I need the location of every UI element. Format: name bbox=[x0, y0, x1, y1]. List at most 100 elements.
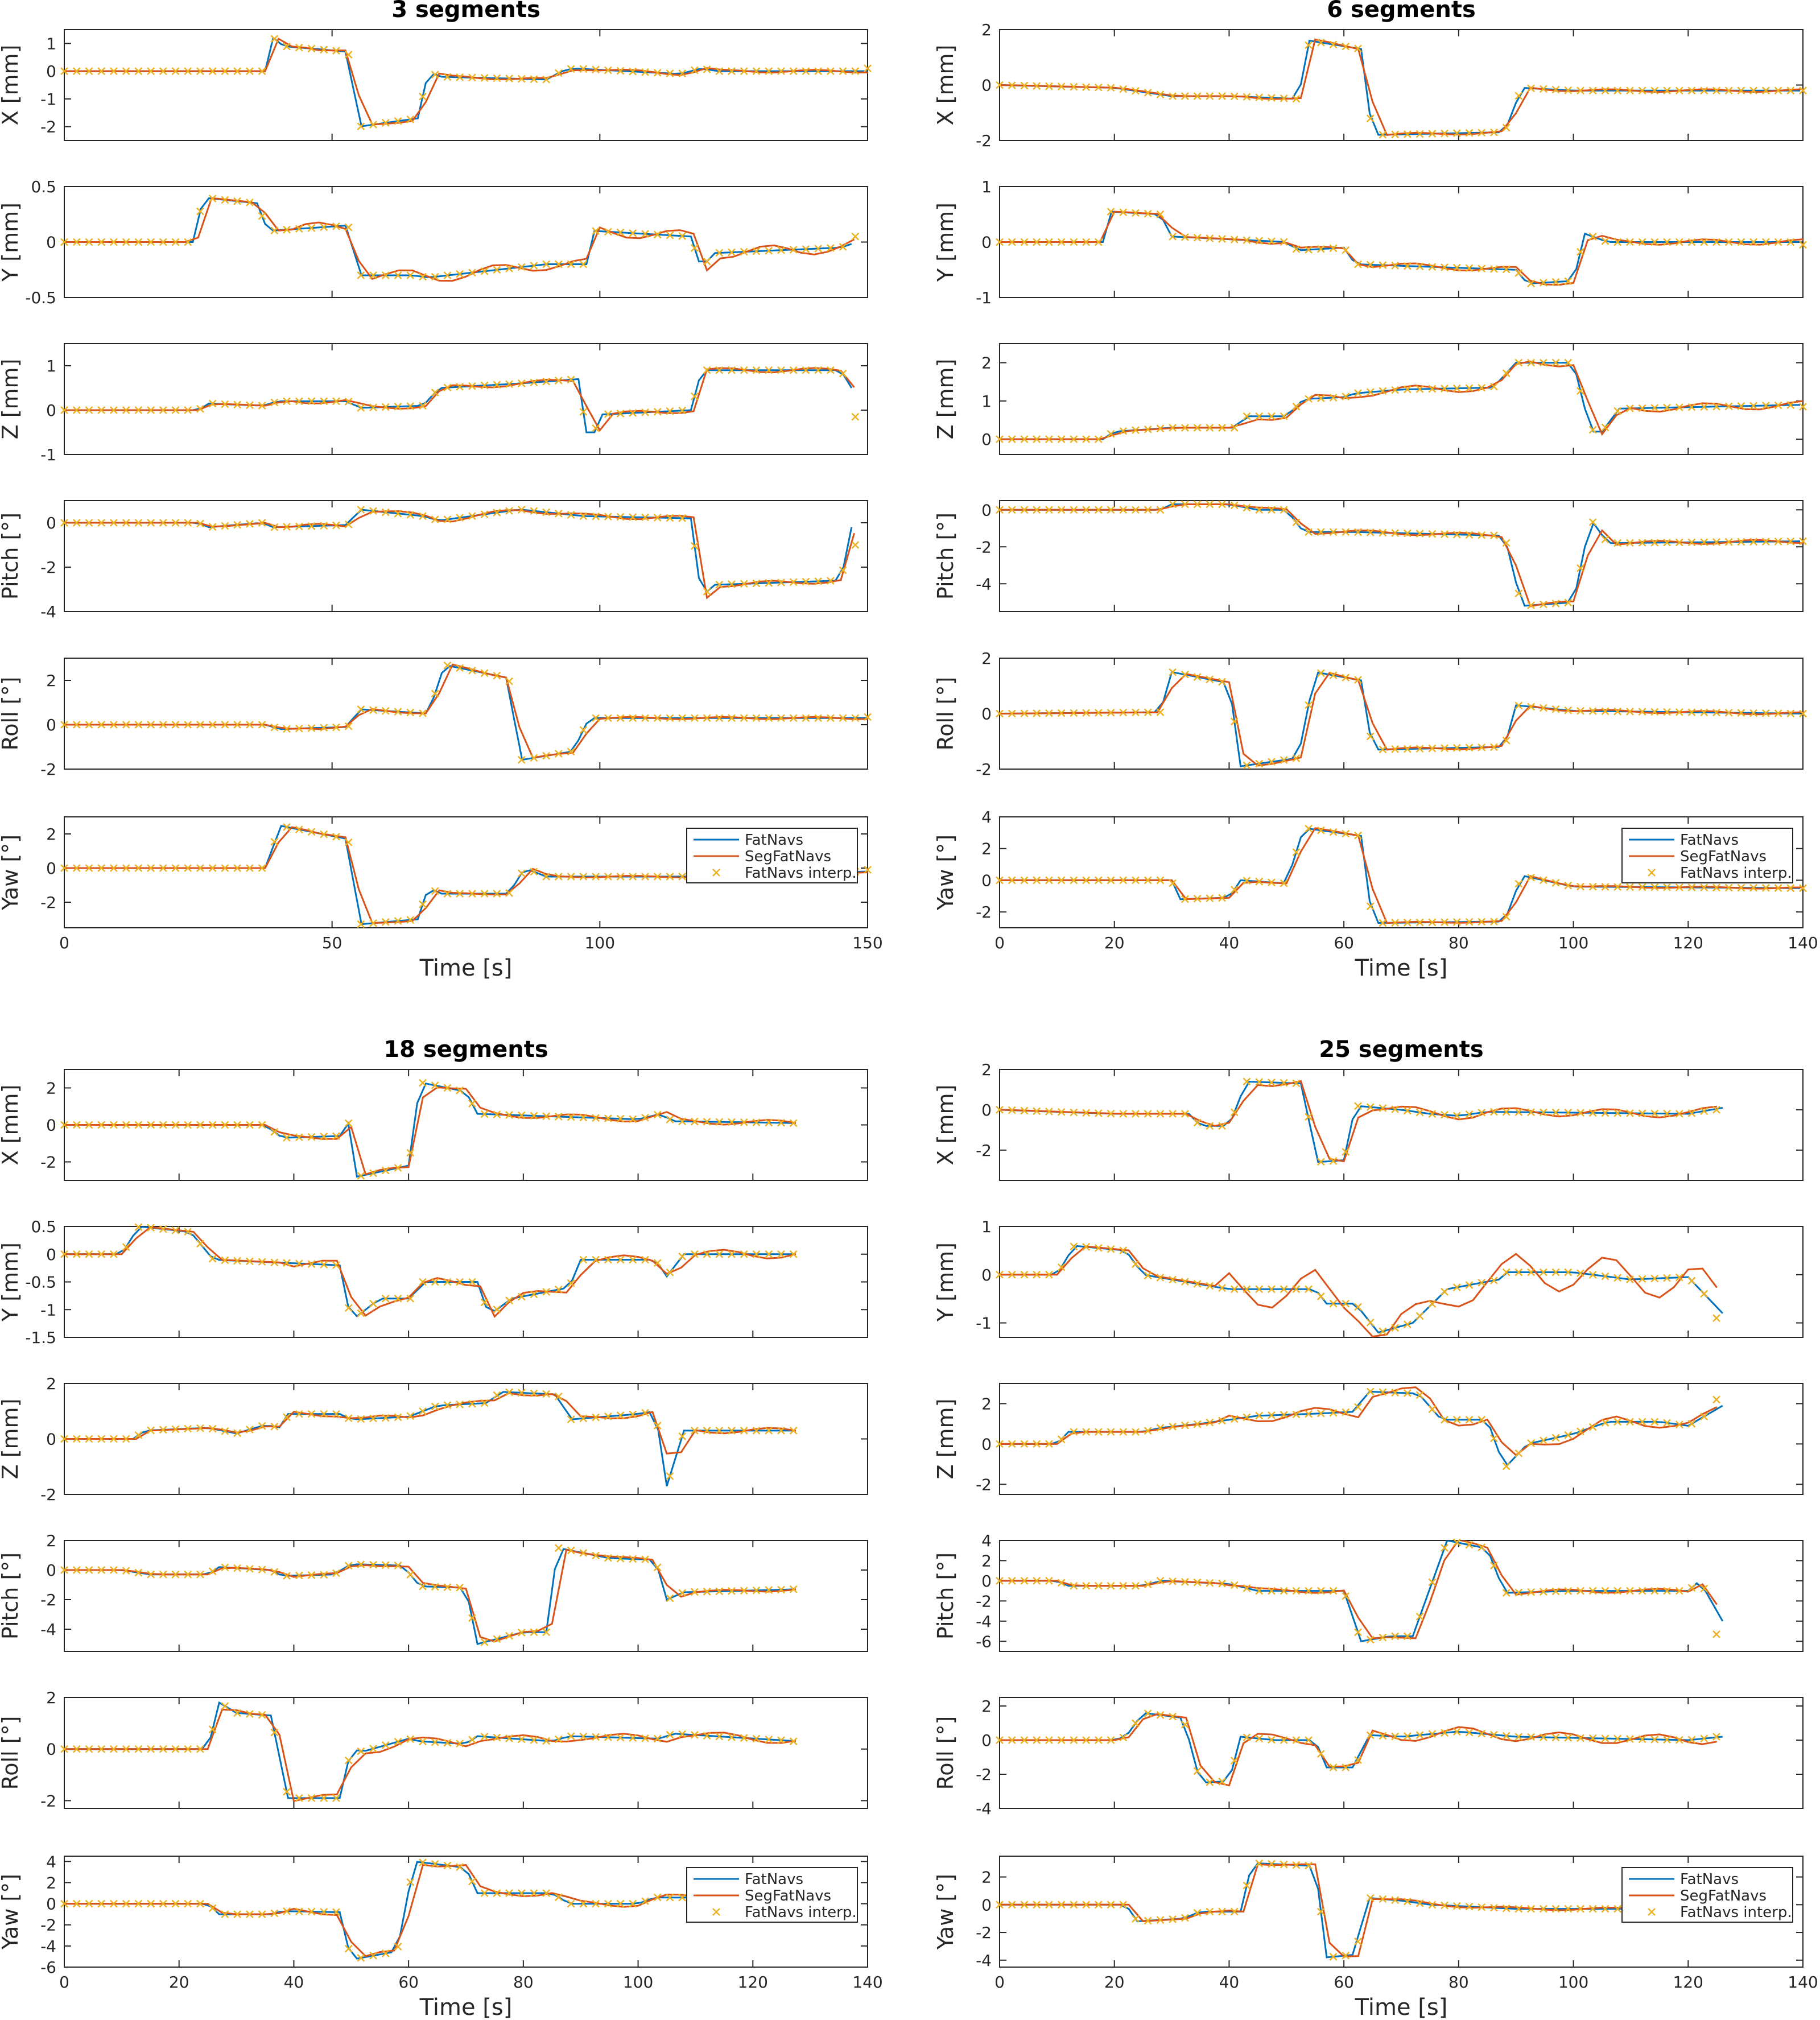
y-tick-label: 2 bbox=[981, 649, 992, 668]
series-interp-marker bbox=[765, 1735, 773, 1744]
series-interp-marker bbox=[752, 1586, 761, 1594]
series-interp-marker bbox=[196, 1240, 204, 1248]
series-interp-marker bbox=[1490, 265, 1498, 273]
series-interp-marker bbox=[1391, 1389, 1400, 1397]
series-interp-marker bbox=[233, 1709, 242, 1717]
series-interp-marker bbox=[1316, 1292, 1325, 1300]
series-interp-marker bbox=[1724, 86, 1733, 95]
series-interp-marker bbox=[1082, 435, 1090, 443]
series-interp-marker bbox=[1774, 86, 1782, 95]
x-tick-label: 100 bbox=[1558, 1973, 1588, 1992]
series-interp-marker bbox=[480, 1110, 489, 1118]
series-interp-marker bbox=[357, 705, 365, 713]
x-tick-label: 0 bbox=[59, 1973, 69, 1992]
series-interp-marker bbox=[1094, 1244, 1103, 1252]
series-interp-marker bbox=[1268, 94, 1276, 102]
x-tick-label: 140 bbox=[1788, 933, 1818, 952]
series-interp-marker bbox=[1280, 1411, 1288, 1419]
series-interp-marker bbox=[1737, 709, 1745, 717]
series-interp-marker bbox=[1280, 1079, 1288, 1087]
series-interp-marker bbox=[134, 406, 143, 414]
series-interp-marker bbox=[1452, 263, 1461, 272]
series-interp-marker bbox=[1020, 1901, 1029, 1909]
series-interp-marker bbox=[996, 1106, 1004, 1114]
series-interp-marker bbox=[1230, 92, 1239, 101]
x-tick-label: 40 bbox=[1219, 933, 1240, 952]
series-interp-marker bbox=[60, 238, 68, 246]
series-interp-marker bbox=[579, 1549, 588, 1557]
series-interp-marker bbox=[1243, 877, 1251, 885]
y-tick-label: 2 bbox=[981, 20, 992, 39]
series-interp-marker bbox=[1601, 86, 1609, 95]
x-tick-label: 120 bbox=[1673, 933, 1703, 952]
series-interp-marker bbox=[1268, 237, 1276, 246]
series-interp-marker bbox=[777, 67, 785, 76]
series-interp-marker bbox=[295, 225, 303, 233]
series-interp-marker bbox=[616, 67, 625, 75]
series-interp-marker bbox=[320, 1794, 328, 1802]
series-interp-marker bbox=[1452, 1902, 1461, 1910]
series-interp-marker bbox=[122, 519, 130, 527]
x-tick-label: 80 bbox=[1448, 1973, 1469, 1992]
series-interp-marker bbox=[110, 67, 118, 76]
series-interp-marker bbox=[1478, 1903, 1486, 1911]
series-interp-marker bbox=[616, 228, 625, 237]
legend-label: FatNavs interp. bbox=[745, 865, 857, 882]
series-interp-marker bbox=[1724, 709, 1733, 717]
series-interp-marker bbox=[653, 1259, 662, 1267]
series-interp-marker bbox=[1588, 86, 1597, 95]
series-interp-marker bbox=[1057, 1263, 1066, 1271]
series-interp-marker bbox=[616, 410, 625, 418]
series-interp-marker bbox=[1441, 385, 1448, 393]
y-axis-label: Pitch [°] bbox=[0, 1552, 23, 1639]
y-axis-label: Roll [°] bbox=[933, 677, 958, 751]
series-interp-marker bbox=[245, 1564, 254, 1573]
series-interp-marker bbox=[431, 71, 439, 79]
series-interp-marker bbox=[1588, 1734, 1597, 1742]
series-interp-marker bbox=[678, 873, 687, 881]
series-interp-marker bbox=[1774, 884, 1782, 892]
series-interp-marker bbox=[208, 864, 217, 872]
y-tick-label: -2 bbox=[40, 1153, 56, 1172]
series-interp-marker bbox=[394, 509, 402, 518]
series-interp-marker bbox=[1181, 895, 1189, 903]
series-interp-marker bbox=[258, 402, 266, 410]
series-interp-marker bbox=[1403, 1320, 1412, 1329]
series-interp-marker bbox=[1268, 1860, 1276, 1868]
series-interp-marker bbox=[1687, 1109, 1696, 1117]
series-interp-marker bbox=[740, 1426, 748, 1435]
series-interp-marker bbox=[1700, 1412, 1708, 1420]
series-interp-marker bbox=[703, 588, 711, 596]
series-interp-marker bbox=[1280, 1860, 1288, 1869]
series-interp-marker bbox=[1452, 918, 1461, 926]
series-interp-marker bbox=[1316, 394, 1325, 402]
series-interp-marker bbox=[1588, 233, 1597, 241]
series-interp-marker bbox=[567, 1113, 575, 1121]
series-interp-marker bbox=[641, 230, 649, 238]
series-interp-marker bbox=[1316, 1158, 1325, 1166]
series-interp-marker bbox=[814, 714, 822, 722]
series-interp-marker bbox=[1206, 1778, 1214, 1786]
series-interp-marker bbox=[1478, 1543, 1486, 1552]
series-interp-marker bbox=[1564, 358, 1573, 367]
series-interp-marker bbox=[1107, 876, 1115, 885]
series-interp-marker bbox=[1119, 708, 1128, 717]
series-interp-marker bbox=[1539, 876, 1547, 885]
series-interp-marker bbox=[728, 714, 736, 722]
x-tick-label: 100 bbox=[1558, 933, 1588, 952]
x-tick-label: 120 bbox=[738, 1973, 768, 1992]
series-interp-marker bbox=[221, 1563, 229, 1572]
series-interp-marker bbox=[1094, 1109, 1103, 1117]
x-tick-label: 20 bbox=[169, 1973, 189, 1992]
series-interp-marker bbox=[245, 519, 254, 528]
series-interp-marker bbox=[629, 1410, 637, 1419]
series-interp-marker bbox=[826, 366, 835, 374]
series-interp-marker bbox=[1391, 1732, 1400, 1741]
series-interp-marker bbox=[555, 69, 563, 77]
y-tick-label: -2 bbox=[976, 1592, 992, 1610]
series-interp-marker bbox=[344, 1119, 353, 1127]
series-interp-marker bbox=[1650, 708, 1659, 716]
series-interp-marker bbox=[1280, 756, 1288, 764]
